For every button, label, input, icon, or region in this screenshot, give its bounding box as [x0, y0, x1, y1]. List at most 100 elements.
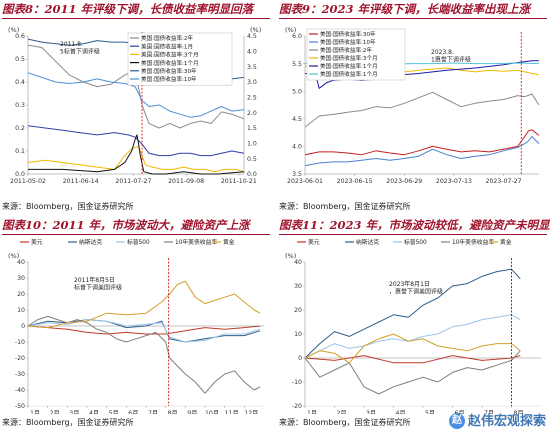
legend-label: 美国:国债收益率:10年 — [320, 38, 376, 46]
y-right-tick-label: 4.5 — [247, 33, 257, 40]
x-tick-label: 9月 — [187, 410, 197, 414]
legend-label: 标普500 — [404, 238, 427, 246]
annotation-line: ，惠誉下调美国评级 — [389, 288, 443, 296]
annotation-line: 2023年8月1日 — [389, 280, 430, 288]
y-right-tick-label: 3.5 — [247, 64, 257, 71]
x-tick-label: 10月 — [205, 410, 219, 414]
y-tick-label: 0 — [298, 355, 302, 362]
y-axis-unit-left: (%) — [8, 26, 19, 34]
series-line-3 — [27, 315, 261, 394]
y-tick-label: 0.3 — [15, 102, 25, 109]
y-tick-label: 4.0 — [292, 144, 302, 151]
y-tick-label: 20 — [294, 307, 302, 314]
y-tick-label: -20 — [292, 403, 302, 410]
chart-10-source: 来源：Bloomberg，国金证券研究所 — [2, 418, 134, 427]
x-tick-label: 2011-09-08 — [168, 178, 204, 185]
annotation-line: 2011.8. — [60, 41, 83, 48]
y-tick-label: 30 — [294, 283, 302, 290]
x-tick-label: 8月 — [513, 410, 523, 414]
y-right-tick-label: 0.0 — [247, 171, 257, 178]
y-tick-label: 0.4 — [15, 79, 25, 86]
panel-chart-11: 图表11：2023 年，市场波动较低，避险资产未明显上涨 (%) -20 -10 0 1… — [279, 218, 550, 430]
y-right-tick-label: 1.5 — [247, 125, 257, 132]
x-tick-label: 2023-07-27 — [486, 178, 522, 185]
series-line-3 — [28, 134, 245, 175]
chart-10-title: 图表10：2011 年，市场波动大，避险资产上涨 — [2, 218, 270, 235]
legend-label: 黄金 — [500, 238, 512, 246]
x-tick-label: 12月 — [244, 410, 258, 414]
y-right-tick-label: 0.5 — [247, 156, 257, 163]
x-tick-label: 1月 — [30, 410, 40, 414]
series-line-2 — [304, 91, 540, 128]
legend-label: 美国:国债收益率:2年 — [141, 34, 193, 42]
x-tick-label: 2011-07-27 — [115, 178, 151, 185]
legend-label: 美国:国债收益率:30年 — [141, 67, 197, 75]
series-line-0 — [304, 129, 540, 156]
panel-chart-9: 图表9：2023 年评级下调，长端收益率出现上涨 (%) 3.5 4.0 4.5 5.0… — [279, 2, 547, 214]
series-line-1 — [27, 319, 261, 343]
legend-label: 纳斯达克 — [356, 238, 379, 246]
legend-label: 美国:国债收益率:1个月 — [320, 62, 378, 70]
chart-8-source: 来源：Bloomberg，国金证券研究所 — [2, 202, 134, 211]
x-tick-label: 2023-06-15 — [337, 178, 373, 185]
series-line-4 — [27, 280, 261, 329]
y-tick-label: -40 — [15, 387, 25, 394]
panel-chart-10: 图表10：2011 年，市场波动大，避险资产上涨 (%) -50 -40 -30 -20… — [2, 218, 270, 430]
y-tick-label: 0.1 — [15, 148, 25, 155]
y-axis-unit-left: (%) — [8, 252, 19, 260]
y-right-tick-label: 2.0 — [247, 110, 257, 117]
series-line-1 — [304, 268, 521, 359]
legend-label: 美国:国债收益率:1个月 — [141, 59, 199, 67]
y-tick-label: 5.0 — [292, 88, 302, 95]
annotation-line: 5标普下调评级 — [60, 48, 100, 56]
x-tick-label: 3月 — [366, 410, 376, 414]
y-tick-label: 3.5 — [292, 171, 302, 178]
annotation-text: 2011年8月5日标普下调美国评级 — [74, 276, 122, 292]
annotation-text: 2023年8月1日，惠誉下调美国评级 — [389, 280, 443, 296]
x-tick-label: 6月 — [454, 410, 464, 414]
legend-label: 美国:国债收益率:3个月 — [320, 54, 378, 62]
x-tick-label: 2011-10-21 — [221, 178, 257, 185]
x-tick-label: 1月 — [307, 410, 317, 414]
x-tick-label: 3月 — [69, 410, 79, 414]
x-tick-label: 2023-06-01 — [287, 178, 323, 185]
y-right-tick-label: 4.0 — [247, 49, 257, 56]
y-tick-label: 40 — [294, 259, 302, 266]
chart-9-svg: (%) 3.5 4.0 4.5 5.0 5.5 6.0 2023-06-01 2023-06-1… — [285, 26, 540, 185]
chart-8-svg: (%) (%) 0.0 0.1 0.2 0.3 0.4 0.5 0.6 0.0 0.5 1.0 1.5 2… — [8, 26, 261, 185]
wechat-logo-icon: 赵 — [448, 413, 465, 429]
y-tick-label: 0.2 — [15, 125, 25, 132]
y-tick-label: 10 — [294, 331, 302, 338]
legend-label: 美元 — [308, 238, 320, 246]
x-tick-label: 11月 — [225, 410, 239, 414]
legend-label: 美国:国债收益率:30年 — [320, 30, 376, 38]
annotation-line: 1惠誉下调评级 — [431, 56, 471, 64]
x-tick-label: 7月 — [484, 410, 494, 414]
x-tick-label: 4月 — [89, 410, 99, 414]
chart-8-title: 图表8：2011 年评级下调，长债收益率明显回落 — [2, 2, 270, 19]
x-tick-label: 8月 — [168, 410, 178, 414]
legend-box — [306, 28, 406, 81]
legend-label: 美国:国债收益率:10年 — [141, 75, 197, 83]
annotation-line: 2023.8. — [431, 49, 454, 56]
annotation-line: 标普下调美国评级 — [74, 284, 122, 292]
x-tick-label: 4月 — [395, 410, 405, 414]
series-line-0 — [27, 44, 245, 129]
y-tick-label: 0.5 — [15, 56, 25, 63]
x-tick-label: 6月 — [128, 410, 138, 414]
legend-label: 标普500 — [127, 238, 150, 246]
annotation-line: 2011年8月5日 — [74, 276, 115, 284]
series-line-2 — [304, 314, 521, 359]
legend-box — [127, 32, 233, 86]
series-line-1 — [304, 136, 540, 167]
chart-11-source: 来源：Bloomberg，国金证券研究所 — [279, 418, 411, 427]
series-line-2 — [27, 145, 245, 173]
y-tick-label: 0 — [21, 323, 25, 330]
x-tick-label: 7月 — [148, 410, 158, 414]
y-tick-label: 6.0 — [292, 33, 302, 40]
y-tick-label: -50 — [15, 403, 25, 410]
x-tick-label: 2011-05-02 — [10, 178, 46, 185]
y-tick-label: -10 — [292, 379, 302, 386]
legend-label: 纳斯达克 — [79, 238, 102, 246]
y-tick-label: -10 — [15, 339, 25, 346]
